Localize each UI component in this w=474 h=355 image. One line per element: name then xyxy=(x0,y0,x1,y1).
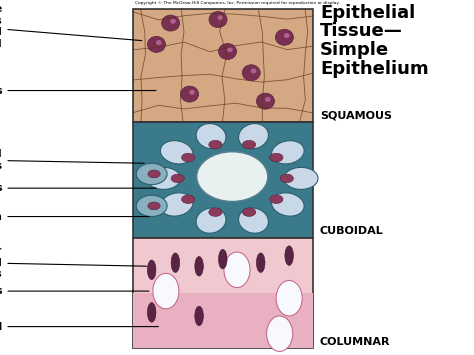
Ellipse shape xyxy=(196,124,226,149)
Ellipse shape xyxy=(251,69,256,73)
Ellipse shape xyxy=(272,193,304,216)
Ellipse shape xyxy=(137,195,167,217)
Ellipse shape xyxy=(148,170,160,178)
Text: Epithelial
Tissue—
Simple
Epithelium: Epithelial Tissue— Simple Epithelium xyxy=(320,4,428,78)
Ellipse shape xyxy=(147,302,156,322)
Ellipse shape xyxy=(224,252,250,288)
Ellipse shape xyxy=(270,195,283,203)
Text: Cuboidal
epithelial cells: Cuboidal epithelial cells xyxy=(0,149,144,170)
Ellipse shape xyxy=(243,140,256,149)
Ellipse shape xyxy=(209,140,222,149)
Text: Nucleus: Nucleus xyxy=(0,86,156,95)
Text: Nucleus: Nucleus xyxy=(0,183,156,193)
Bar xyxy=(133,122,313,238)
Ellipse shape xyxy=(148,202,160,210)
Ellipse shape xyxy=(238,208,268,233)
Ellipse shape xyxy=(242,65,260,81)
Ellipse shape xyxy=(280,174,293,182)
Ellipse shape xyxy=(209,208,222,217)
Ellipse shape xyxy=(156,40,162,45)
Ellipse shape xyxy=(243,208,256,217)
Text: SQUAMOUS: SQUAMOUS xyxy=(320,111,392,121)
Text: CUBOIDAL: CUBOIDAL xyxy=(320,226,383,236)
Ellipse shape xyxy=(195,256,203,276)
Ellipse shape xyxy=(160,193,193,216)
Ellipse shape xyxy=(182,195,195,203)
Ellipse shape xyxy=(137,163,167,185)
Text: COLUMNAR: COLUMNAR xyxy=(320,337,391,347)
Ellipse shape xyxy=(284,167,318,189)
Bar xyxy=(133,238,313,348)
Ellipse shape xyxy=(182,153,195,162)
Ellipse shape xyxy=(219,249,227,269)
Ellipse shape xyxy=(197,152,268,201)
Ellipse shape xyxy=(196,208,226,233)
Ellipse shape xyxy=(284,33,290,38)
Ellipse shape xyxy=(238,124,268,149)
Ellipse shape xyxy=(270,153,283,162)
Ellipse shape xyxy=(276,280,302,316)
Text: Copyright © The McGraw-Hill Companies, Inc. Permission required for reproduction: Copyright © The McGraw-Hill Companies, I… xyxy=(135,1,339,5)
Ellipse shape xyxy=(256,93,274,109)
Text: Cytoplasm: Cytoplasm xyxy=(0,212,149,222)
Text: Goblet cell: Goblet cell xyxy=(0,322,158,332)
Ellipse shape xyxy=(153,273,179,309)
Ellipse shape xyxy=(195,306,203,326)
Ellipse shape xyxy=(181,86,199,102)
Ellipse shape xyxy=(171,174,184,182)
Ellipse shape xyxy=(227,47,233,52)
Ellipse shape xyxy=(147,260,156,280)
Ellipse shape xyxy=(147,36,165,52)
Ellipse shape xyxy=(219,43,237,60)
Ellipse shape xyxy=(146,167,181,189)
Ellipse shape xyxy=(256,253,265,273)
Ellipse shape xyxy=(209,11,227,27)
Ellipse shape xyxy=(171,253,180,273)
Ellipse shape xyxy=(272,141,304,164)
Ellipse shape xyxy=(218,15,223,20)
Bar xyxy=(133,9,313,122)
Ellipse shape xyxy=(275,29,293,45)
Ellipse shape xyxy=(265,97,271,102)
Ellipse shape xyxy=(160,141,193,164)
Text: Columnar
epithelial
cells: Columnar epithelial cells xyxy=(0,246,146,279)
Ellipse shape xyxy=(285,246,293,266)
Ellipse shape xyxy=(266,316,293,351)
Ellipse shape xyxy=(170,19,176,24)
Text: Nucleus: Nucleus xyxy=(0,286,149,296)
Bar xyxy=(133,293,313,348)
Ellipse shape xyxy=(162,15,180,31)
Text: Simple
squamous
epithelial
cell: Simple squamous epithelial cell xyxy=(0,4,142,49)
Ellipse shape xyxy=(189,90,195,95)
